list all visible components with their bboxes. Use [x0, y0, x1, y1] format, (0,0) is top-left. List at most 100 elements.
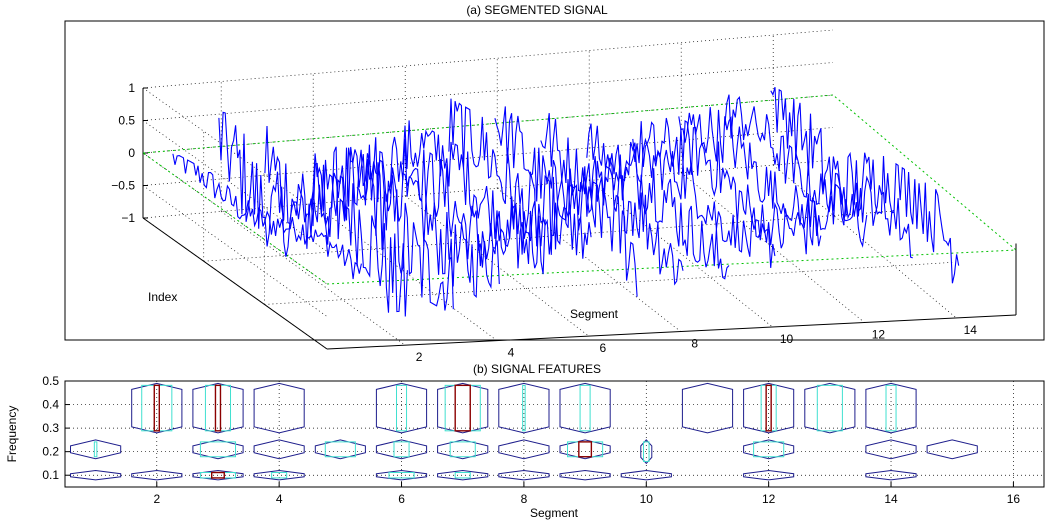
segment-tick-labels: 2 4 6 8 10 12 14 — [416, 323, 978, 364]
signal-trace-segment-12 — [678, 107, 868, 248]
feature-glyph-seg-6 — [375, 469, 428, 481]
feature-outline — [743, 382, 795, 434]
segment-tick-label: 12 — [762, 492, 776, 506]
feature-outline — [437, 439, 489, 460]
feature-peak-band — [210, 471, 225, 479]
feature-outline — [498, 439, 550, 460]
feature-glyph-seg-15 — [926, 439, 978, 460]
feature-glyph-seg-2 — [131, 382, 183, 434]
chart-a-title: (a) SEGMENTED SIGNAL — [466, 3, 608, 17]
segment-tick-label: 6 — [599, 341, 606, 355]
feature-glyph-seg-9 — [559, 382, 611, 434]
signal-traces — [172, 86, 960, 317]
feature-outline — [70, 439, 122, 460]
feature-peak-band — [578, 441, 593, 458]
signal-trace-segment-4 — [310, 147, 500, 299]
feature-outline — [865, 439, 917, 460]
feature-peak-band — [454, 384, 471, 432]
feature-glyph-seg-4 — [253, 439, 305, 460]
feature-outline — [131, 382, 183, 434]
feature-glyph-seg-6 — [375, 439, 428, 460]
feature-outline — [865, 469, 917, 481]
feature-inner-band — [396, 384, 408, 432]
signal-trace-segment-6 — [402, 120, 592, 259]
feature-inner-band — [449, 441, 476, 458]
amplitude-tick-label: 0.5 — [118, 114, 135, 128]
side-wall-gridline — [142, 120, 328, 252]
feature-outline — [437, 469, 489, 481]
feature-outline — [192, 469, 244, 481]
feature-glyph-seg-12 — [743, 382, 795, 434]
feature-outline — [375, 382, 428, 434]
amplitude-tick-label: −0.5 — [111, 179, 135, 193]
feature-inner-band — [567, 441, 604, 458]
signal-trace-segment-5 — [356, 136, 546, 275]
frequency-tick-label: 0.2 — [42, 445, 59, 459]
amplitude-tick-label: −1 — [121, 211, 135, 225]
feature-glyph-seg-3 — [192, 469, 244, 481]
feature-outline — [375, 469, 428, 481]
feature-glyphs — [70, 382, 978, 481]
feature-inner-band — [388, 472, 415, 479]
signal-trace-segment-10 — [586, 123, 776, 268]
chart-b-ylabel: Frequency — [5, 406, 19, 463]
feature-outline — [131, 469, 183, 481]
segment-tick-label: 10 — [780, 332, 794, 346]
amplitude-tick-label: 0 — [128, 146, 135, 160]
chart-a-xlabel: Segment — [570, 307, 619, 321]
segment-tick-label: 2 — [153, 492, 160, 506]
side-wall-gridline — [142, 87, 328, 220]
feature-outline — [314, 439, 366, 460]
feature-outline — [437, 382, 489, 434]
chart-b-title: (b) SIGNAL FEATURES — [473, 362, 601, 376]
floor-gridline — [496, 187, 681, 332]
feature-outline — [253, 469, 305, 481]
feature-peak-band — [765, 384, 772, 432]
signal-trace-segment-11 — [632, 117, 822, 255]
segment-tick-label: 8 — [691, 337, 698, 351]
feature-glyph-seg-10 — [640, 439, 653, 465]
feature-inner-band — [324, 441, 356, 458]
feature-glyph-seg-3 — [192, 439, 244, 460]
feature-glyph-seg-10 — [620, 469, 672, 481]
feature-outline — [743, 469, 795, 481]
segment-tick-label: 4 — [276, 492, 283, 506]
signal-trace-segment-14 — [770, 86, 960, 284]
feature-outline — [192, 382, 244, 434]
feature-outline — [192, 439, 244, 460]
feature-outline — [743, 439, 795, 460]
feature-inner-band — [816, 384, 843, 432]
zero-plane-outline — [141, 94, 1018, 285]
feature-inner-band — [522, 384, 526, 432]
feature-outline — [498, 469, 550, 481]
feature-glyph-seg-4 — [253, 382, 305, 434]
feature-glyph-seg-2 — [131, 469, 183, 481]
feature-outline — [498, 382, 550, 434]
signal-trace-segment-1 — [172, 153, 362, 280]
segment-tick-label: 2 — [416, 350, 423, 364]
side-wall-gridline — [142, 185, 328, 317]
feature-glyph-seg-1 — [70, 439, 122, 460]
segment-tick-labels-b: 2 4 6 8 10 12 14 16 — [153, 482, 1020, 506]
feature-glyph-seg-14 — [865, 439, 917, 460]
chart-a-frame — [64, 20, 1045, 341]
feature-outline — [926, 439, 978, 460]
chart-b-xlabel: Segment — [530, 506, 579, 520]
feature-outline — [681, 382, 734, 434]
feature-outline — [640, 439, 653, 465]
feature-outline — [70, 469, 122, 481]
x-axis-line — [326, 314, 1017, 350]
feature-outline — [620, 469, 672, 481]
chart-a-ylabel: Index — [148, 290, 177, 304]
segment-tick-label: 8 — [521, 492, 528, 506]
feature-outline — [253, 382, 305, 434]
segmented-signal-chart: (a) SEGMENTED SIGNAL 1 0.5 0 −0.5 −1 2 4 6 8 10 1… — [64, 3, 1045, 364]
feature-outline — [559, 382, 611, 434]
frequency-tick-label: 0.3 — [42, 421, 59, 435]
feature-outline — [375, 439, 428, 460]
feature-glyph-seg-9 — [559, 469, 611, 481]
feature-inner-band — [199, 441, 237, 458]
feature-inner-band — [579, 384, 591, 432]
feature-outline — [253, 439, 305, 460]
frequency-tick-label: 0.1 — [42, 468, 59, 482]
